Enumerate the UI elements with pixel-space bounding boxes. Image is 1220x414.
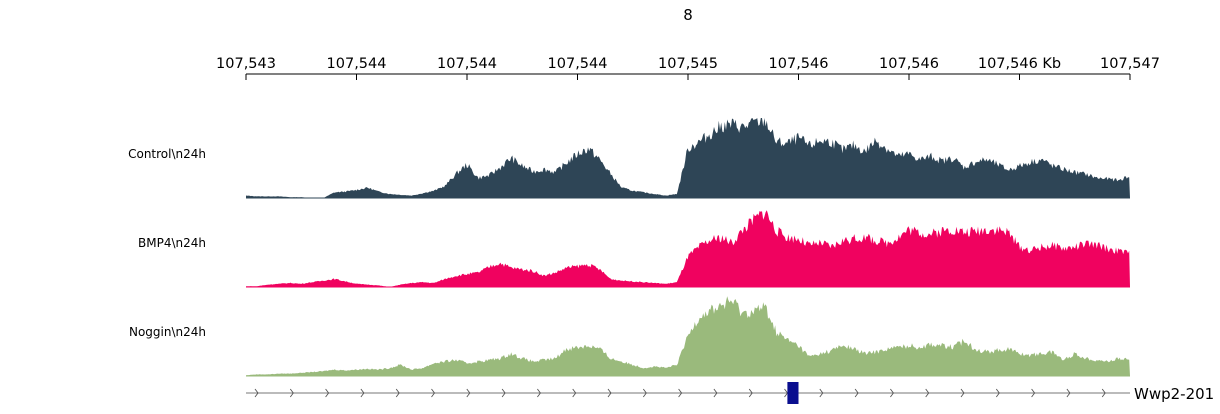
track-area (246, 210, 1130, 287)
strand-arrow (995, 388, 1000, 398)
strand-arrow (501, 388, 506, 398)
x-tick-label: 107,544 (327, 56, 387, 72)
strand-arrow (289, 388, 294, 398)
strand-arrow (748, 388, 753, 398)
track-label: BMP4\n24h (138, 236, 206, 250)
strand-arrow (572, 388, 577, 398)
strand-arrow (537, 388, 541, 398)
x-tick-label: 107,546 (879, 56, 939, 72)
strand-arrow (819, 388, 824, 398)
signal-tracks: Control\n24h BMP4\n24h Noggin\n24h (128, 118, 1130, 377)
strand-arrow (925, 388, 930, 398)
strand-arrow (395, 388, 400, 398)
strand-arrow (1066, 388, 1071, 398)
strand-arrow (431, 388, 436, 398)
x-tick-label: 107,546 Kb (978, 56, 1061, 72)
strand-arrow (254, 388, 259, 398)
x-axis: 107,543 107,544 107,544 107,544 107,545 107,5… (216, 56, 1160, 80)
track-2: Noggin\n24h (129, 296, 1130, 377)
chromosome-title: 8 (683, 6, 693, 24)
track-1: BMP4\n24h (138, 210, 1130, 288)
track-area (246, 296, 1130, 376)
strand-arrow (890, 388, 894, 398)
gene-exon (787, 382, 799, 404)
strand-arrow (960, 388, 965, 398)
x-tick-label: 107,545 (658, 56, 718, 72)
strand-arrow (466, 388, 471, 398)
strand-arrow (607, 388, 612, 398)
strand-arrow (325, 388, 330, 398)
strand-arrow (678, 388, 683, 398)
strand-arrow (1031, 388, 1036, 398)
track-0: Control\n24h (128, 118, 1130, 199)
x-tick-label: 107,547 (1100, 56, 1160, 72)
track-area (246, 118, 1130, 198)
gene-label: Wwp2-201 (1134, 385, 1214, 403)
strand-arrow (713, 388, 718, 398)
x-tick-label: 107,543 (216, 56, 276, 72)
x-tick-label: 107,544 (548, 56, 608, 72)
gene-annotation-track: Wwp2-201 (246, 382, 1214, 404)
strand-arrow (360, 388, 365, 398)
x-tick-label: 107,546 (769, 56, 829, 72)
strand-arrow (854, 388, 859, 398)
x-tick-label: 107,544 (437, 56, 497, 72)
strand-arrow (642, 388, 647, 398)
track-label: Noggin\n24h (129, 325, 206, 339)
track-label: Control\n24h (128, 147, 206, 161)
strand-arrow (1101, 388, 1106, 398)
